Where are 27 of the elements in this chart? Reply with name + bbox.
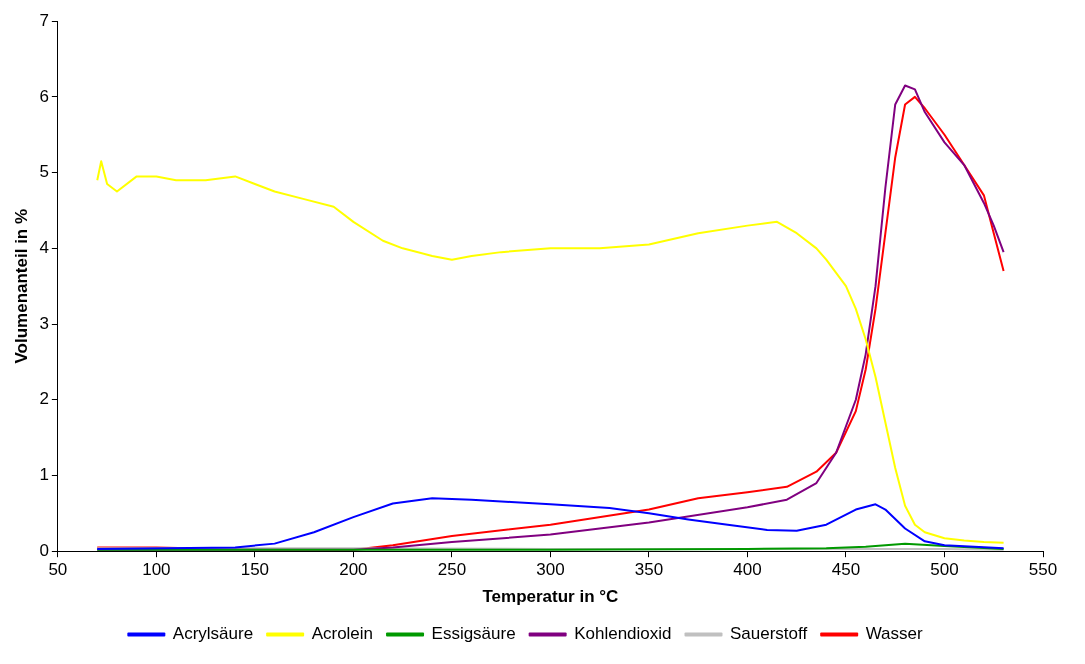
y-tick-label: 3 (39, 313, 49, 333)
x-axis-title: Temperatur in °C (482, 587, 619, 607)
legend-label: Acrylsäure (172, 624, 254, 644)
x-tick-label: 300 (536, 560, 565, 580)
x-tick-label: 550 (1028, 560, 1058, 580)
legend-label: Wasser (865, 624, 923, 644)
x-tick-label: 100 (142, 560, 171, 580)
x-tick-label: 350 (634, 560, 664, 580)
x-tick-label: 50 (48, 560, 68, 580)
legend-label: Acrolein (311, 624, 374, 644)
x-tick-label: 400 (733, 560, 762, 580)
y-tick-label: 6 (39, 86, 49, 106)
y-tick-label: 2 (39, 389, 49, 409)
x-tick-label: 500 (930, 560, 959, 580)
legend-label: Kohlendioxid (574, 624, 672, 644)
y-tick-label: 4 (39, 238, 49, 258)
y-tick-label: 0 (39, 540, 49, 560)
x-tick-label: 150 (240, 560, 270, 580)
x-tick-label: 450 (831, 560, 861, 580)
y-axis-title: Volumenanteil in % (11, 208, 31, 364)
y-tick-label: 5 (39, 162, 49, 182)
legend-label: Sauerstoff (730, 624, 808, 644)
y-tick-label: 1 (39, 465, 49, 485)
y-tick-label: 7 (39, 10, 49, 30)
x-tick-label: 200 (339, 560, 368, 580)
legend-label: Essigsäure (431, 624, 516, 644)
x-tick-label: 250 (437, 560, 467, 580)
